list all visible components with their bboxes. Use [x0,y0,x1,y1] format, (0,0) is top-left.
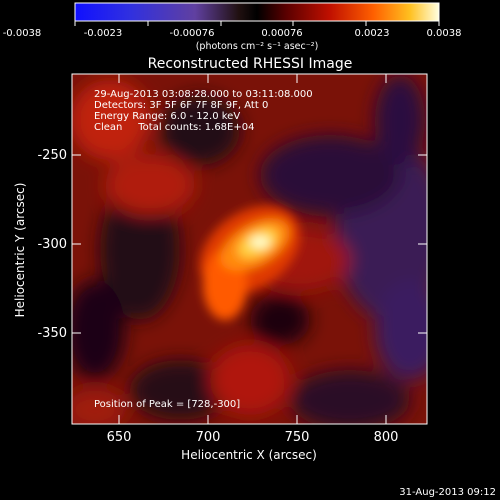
y-tick-label: -300 [37,237,67,252]
solar-image [72,74,427,424]
colorbar-tick-label: -0.00076 [170,28,215,39]
colorbar-tick-labels: -0.0038 -0.0023 -0.00076 0.00076 0.0023 … [3,28,462,39]
annotation-clean-counts: Clean Total counts: 1.68E+04 [94,122,254,133]
y-axis-label: Heliocentric Y (arcsec) [13,183,27,318]
x-tick-label: 750 [285,430,310,445]
x-tick-label: 800 [374,430,399,445]
x-tick-labels: 650 700 750 800 [107,430,399,445]
x-axis-label: Heliocentric X (arcsec) [181,448,317,462]
annotation-peak-position: Position of Peak = [728,-300] [94,399,240,410]
x-tick-label: 650 [107,430,132,445]
image-title: Reconstructed RHESSI Image [148,56,353,72]
colorbar-tick-label: -0.0038 [3,28,42,39]
colorbar-tick-label: 0.0038 [427,28,462,39]
colorbar-tick-label: 0.00076 [261,28,302,39]
y-tick-label: -250 [37,148,67,163]
colorbar-tick-label: -0.0023 [84,28,123,39]
annotation-time-range: 29-Aug-2013 03:08:28.000 to 03:11:08.000 [94,89,313,100]
colorbar-units: (photons cm⁻² s⁻¹ asec⁻²) [196,41,319,52]
y-tick-label: -350 [37,326,67,341]
y-tick-labels: -250 -300 -350 [37,148,67,341]
colorbar-tick-marks [74,21,440,26]
axis-tick-marks [72,74,427,424]
x-tick-label: 700 [196,430,221,445]
annotation-detectors: Detectors: 3F 5F 6F 7F 8F 9F, Att 0 [94,100,268,111]
annotation-energy-range: Energy Range: 6.0 - 12.0 keV [94,111,240,122]
timestamp: 31-Aug-2013 09:12 [399,487,496,498]
annotation-block: 29-Aug-2013 03:08:28.000 to 03:11:08.000… [94,89,313,133]
plot-frame [71,73,428,425]
colorbar-tick-label: 0.0023 [355,28,390,39]
colorbar [74,2,440,22]
